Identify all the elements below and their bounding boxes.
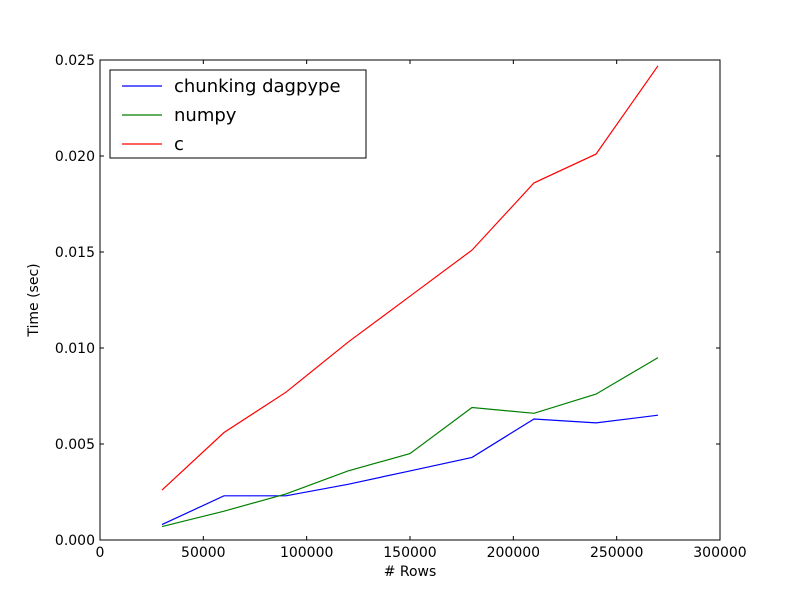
- legend-box: [109, 69, 367, 159]
- legend-label: numpy: [174, 105, 237, 126]
- y-tick-label: 0.005: [55, 437, 95, 453]
- y-tick-label: 0.010: [55, 341, 95, 357]
- x-tick-label: 300000: [693, 545, 746, 561]
- y-tick-label: 0.015: [55, 245, 95, 261]
- x-axis-label: # Rows: [384, 564, 437, 580]
- series-line-1: [161, 357, 659, 528]
- series-line-0: [161, 414, 659, 526]
- y-axis-label: Time (sec): [26, 263, 42, 337]
- legend: chunking dagpype numpy c: [109, 69, 367, 159]
- ticks-layer: 0 50000 100000 150000 200000 250000 300000 0.00…: [55, 53, 747, 561]
- y-tick-label: 0.025: [55, 53, 95, 69]
- legend-label: c: [174, 134, 184, 155]
- series-layer: [161, 65, 659, 528]
- x-tick-label: 200000: [487, 545, 540, 561]
- legend-label: chunking dagpype: [174, 76, 341, 97]
- x-tick-label: 250000: [590, 545, 643, 561]
- y-tick-label: 0.000: [55, 533, 95, 549]
- series-line-2: [161, 65, 659, 491]
- x-tick-label: 100000: [280, 545, 333, 561]
- x-tick-label: 150000: [383, 545, 436, 561]
- x-tick-label: 50000: [181, 545, 226, 561]
- y-tick-label: 0.020: [55, 149, 95, 165]
- x-tick-label: 0: [96, 545, 105, 561]
